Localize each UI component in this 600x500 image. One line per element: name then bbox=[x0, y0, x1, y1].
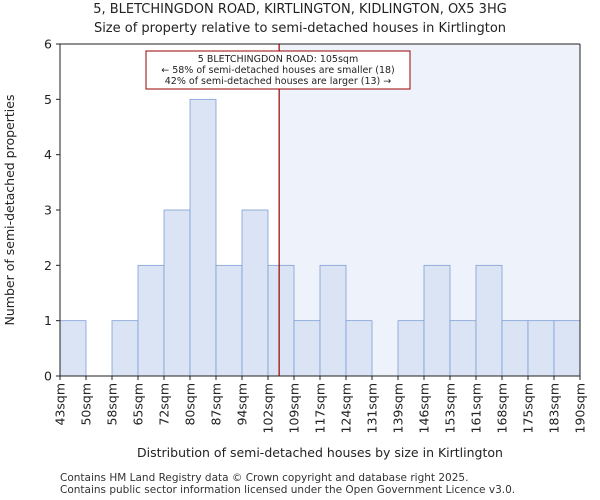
x-axis-label: Distribution of semi-detached houses by … bbox=[137, 445, 503, 460]
x-tick-label: 109sqm bbox=[287, 383, 302, 433]
x-tick-label: 80sqm bbox=[183, 383, 198, 426]
histogram-bar bbox=[475, 264, 503, 377]
x-tick-label: 124sqm bbox=[339, 383, 354, 433]
x-tick-label: 168sqm bbox=[495, 383, 510, 433]
footer-licence: Contains public sector information licen… bbox=[60, 484, 516, 496]
histogram-bar bbox=[319, 264, 347, 377]
histogram-bar bbox=[501, 320, 529, 377]
y-tick-label: 2 bbox=[44, 258, 52, 273]
annotation-line-2: ← 58% of semi-detached houses are smalle… bbox=[161, 65, 395, 76]
x-tick-label: 161sqm bbox=[469, 383, 484, 433]
x-tick-label: 65sqm bbox=[131, 383, 146, 426]
x-tick-label: 43sqm bbox=[53, 383, 68, 426]
histogram-bar bbox=[189, 98, 217, 377]
histogram-bar bbox=[527, 320, 555, 377]
histogram-bar bbox=[267, 264, 295, 377]
annotation-line-1: 5 BLETCHINGDON ROAD: 105sqm bbox=[198, 54, 358, 65]
x-tick-label: 131sqm bbox=[365, 383, 380, 433]
footer-copyright: Contains HM Land Registry data © Crown c… bbox=[60, 472, 469, 484]
x-tick-label: 146sqm bbox=[417, 383, 432, 433]
y-tick-label: 3 bbox=[44, 203, 52, 218]
chart-title: 5, BLETCHINGDON ROAD, KIRTLINGTON, KIDLI… bbox=[93, 2, 507, 17]
histogram-bar bbox=[111, 320, 139, 377]
x-tick-label: 175sqm bbox=[521, 383, 536, 433]
histogram-bar bbox=[137, 264, 165, 377]
x-tick-label: 50sqm bbox=[79, 383, 94, 426]
y-axis-label: Number of semi-detached properties bbox=[2, 95, 17, 326]
x-tick-label: 139sqm bbox=[391, 383, 406, 433]
y-tick-label: 5 bbox=[44, 92, 52, 107]
x-tick-label: 58sqm bbox=[105, 383, 120, 426]
chart-subtitle: Size of property relative to semi-detach… bbox=[94, 21, 506, 36]
x-tick-label: 117sqm bbox=[313, 383, 328, 433]
y-tick-label: 6 bbox=[44, 37, 52, 52]
histogram-bar bbox=[553, 320, 581, 377]
annotation-line-3: 42% of semi-detached houses are larger (… bbox=[165, 76, 392, 87]
histogram-bar bbox=[449, 320, 477, 377]
histogram-bar bbox=[397, 320, 425, 377]
x-tick-label: 87sqm bbox=[209, 383, 224, 426]
histogram-bar bbox=[59, 320, 87, 377]
x-tick-label: 153sqm bbox=[443, 383, 458, 433]
histogram-bar bbox=[345, 320, 373, 377]
y-tick-label: 1 bbox=[44, 313, 52, 328]
annotation-box bbox=[145, 50, 411, 90]
x-tick-label: 183sqm bbox=[547, 383, 562, 433]
histogram-bar bbox=[293, 320, 321, 377]
histogram-bar bbox=[241, 209, 269, 377]
histogram-bar bbox=[423, 264, 451, 377]
x-tick-label: 190sqm bbox=[573, 383, 588, 433]
histogram-bar bbox=[215, 264, 243, 377]
x-tick-label: 102sqm bbox=[261, 383, 276, 433]
y-tick-label: 0 bbox=[44, 369, 52, 384]
histogram-bar bbox=[163, 209, 191, 377]
x-tick-label: 94sqm bbox=[235, 383, 250, 426]
y-tick-label: 4 bbox=[44, 147, 52, 162]
x-tick-label: 72sqm bbox=[157, 383, 172, 426]
